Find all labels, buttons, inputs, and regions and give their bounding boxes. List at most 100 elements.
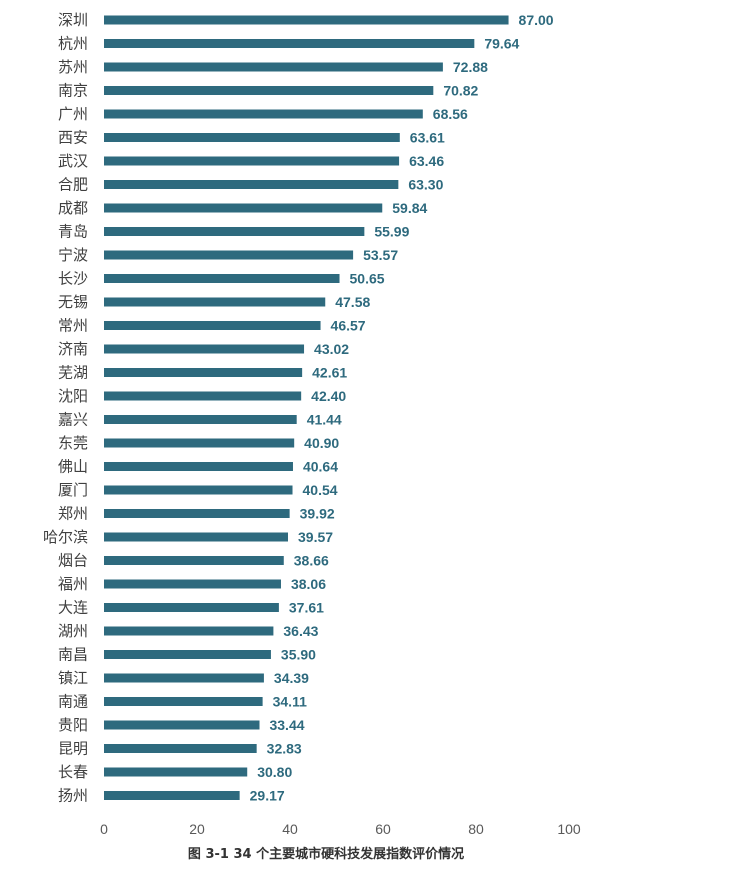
category-label: 芜湖 (58, 364, 88, 382)
value-label: 47.58 (335, 294, 370, 310)
value-label: 72.88 (453, 59, 488, 75)
bar (104, 720, 260, 730)
category-label: 镇江 (58, 669, 88, 687)
value-label: 40.54 (303, 482, 338, 498)
value-label: 50.65 (350, 271, 385, 287)
bar (104, 673, 264, 683)
bar (104, 415, 297, 424)
category-label: 广州 (58, 105, 88, 123)
bar (104, 180, 399, 189)
bar (104, 274, 340, 283)
bar (104, 532, 289, 542)
bar (104, 791, 240, 800)
value-label: 38.06 (291, 576, 326, 592)
bar (104, 556, 284, 565)
value-label: 30.80 (257, 764, 292, 780)
bars-group: 深圳 87.00 杭州 79.64 苏州 72.88 南京 70.82 广州 68.56 西安 63.… (43, 11, 554, 805)
value-label: 32.83 (267, 741, 302, 757)
bar (104, 297, 326, 307)
bar (104, 744, 257, 753)
value-label: 35.90 (281, 647, 316, 663)
bar (104, 344, 305, 354)
category-label: 哈尔滨 (43, 528, 88, 546)
value-label: 46.57 (331, 318, 366, 334)
category-label: 深圳 (58, 11, 88, 29)
bar (104, 697, 263, 706)
value-label: 40.64 (303, 459, 338, 475)
category-label: 成都 (58, 199, 88, 217)
category-label: 苏州 (58, 58, 88, 76)
category-label: 烟台 (58, 552, 88, 570)
value-label: 41.44 (307, 412, 342, 428)
value-label: 68.56 (433, 106, 468, 122)
category-label: 宁波 (58, 246, 88, 264)
category-label: 湖州 (58, 622, 88, 640)
bar (104, 133, 400, 142)
category-label: 长沙 (58, 270, 88, 288)
value-label: 39.92 (300, 506, 335, 522)
bar (104, 368, 303, 377)
value-label: 37.61 (289, 600, 324, 616)
value-label: 42.61 (312, 365, 347, 381)
value-label: 53.57 (363, 247, 398, 263)
category-label: 嘉兴 (58, 411, 88, 429)
category-label: 济南 (58, 340, 88, 358)
x-tick-label: 40 (282, 821, 298, 837)
bar (104, 650, 271, 659)
category-label: 西安 (58, 129, 88, 147)
bar (104, 509, 290, 518)
value-label: 70.82 (443, 83, 478, 99)
value-label: 36.43 (283, 623, 318, 639)
value-label: 63.46 (409, 153, 444, 169)
bar (104, 39, 475, 48)
category-label: 福州 (58, 575, 88, 593)
value-label: 38.66 (294, 553, 329, 569)
value-label: 42.40 (311, 388, 346, 404)
category-label: 昆明 (58, 740, 88, 758)
bar (104, 391, 302, 401)
bar (104, 579, 281, 589)
category-label: 合肥 (58, 176, 88, 194)
bar (104, 603, 279, 612)
value-label: 34.11 (273, 694, 307, 710)
category-label: 南通 (58, 693, 88, 711)
bar (104, 767, 248, 777)
value-label: 33.44 (269, 717, 304, 733)
bar (104, 15, 509, 25)
value-label: 40.90 (304, 435, 339, 451)
x-tick-label: 60 (375, 821, 391, 837)
bar (104, 626, 274, 636)
bar (104, 227, 365, 236)
bar (104, 86, 434, 95)
bar (104, 156, 400, 166)
value-label: 39.57 (298, 529, 333, 545)
category-label: 无锡 (58, 293, 88, 311)
x-tick-label: 80 (468, 821, 484, 837)
value-label: 55.99 (374, 224, 409, 240)
category-label: 常州 (58, 317, 88, 335)
x-axis-ticks: 0 20 40 60 80 100 (100, 821, 581, 837)
category-label: 贵阳 (58, 716, 88, 734)
bar (104, 485, 293, 495)
category-label: 东莞 (58, 434, 88, 452)
category-label: 武汉 (58, 152, 88, 170)
category-label: 厦门 (58, 481, 88, 499)
x-tick-label: 100 (557, 821, 581, 837)
category-label: 沈阳 (58, 387, 88, 405)
bar (104, 250, 354, 260)
value-label: 59.84 (392, 200, 427, 216)
category-label: 佛山 (58, 458, 88, 476)
bar (104, 438, 295, 448)
value-label: 43.02 (314, 341, 349, 357)
value-label: 79.64 (484, 36, 519, 52)
bar (104, 462, 293, 471)
value-label: 63.30 (408, 177, 443, 193)
bar (104, 109, 423, 119)
value-label: 63.61 (410, 130, 445, 146)
category-label: 扬州 (58, 787, 88, 805)
value-label: 87.00 (519, 12, 554, 28)
category-label: 南昌 (58, 646, 88, 664)
bar (104, 62, 443, 72)
category-label: 杭州 (58, 35, 88, 53)
